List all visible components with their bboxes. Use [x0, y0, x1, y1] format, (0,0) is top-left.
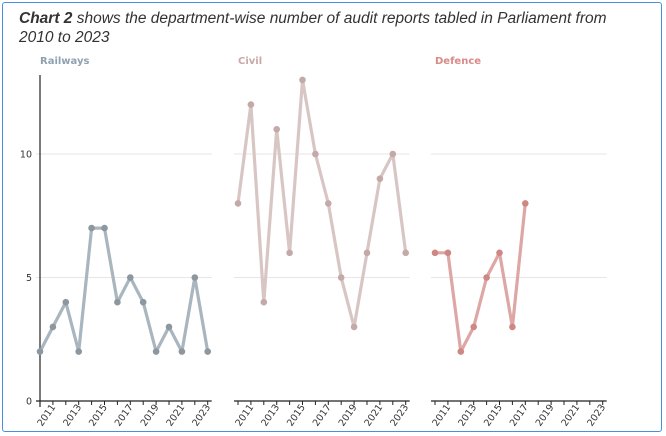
x-tick-label: 2011 — [35, 402, 58, 428]
data-point — [62, 298, 70, 306]
data-point — [178, 348, 186, 355]
data-point — [325, 200, 332, 207]
y-tick-label: 0 — [26, 397, 32, 408]
x-tick-label: 2011 — [233, 402, 256, 428]
x-tick-label: 2019 — [534, 402, 557, 428]
data-point — [88, 224, 95, 232]
x-tick-label: 2013 — [61, 402, 84, 428]
data-point — [376, 175, 384, 182]
x-tick-label: 2015 — [285, 402, 308, 428]
data-point — [286, 249, 293, 257]
panel-title: Defence — [435, 56, 481, 67]
x-tick-label: 2019 — [337, 402, 360, 428]
x-tick-label: 2015 — [87, 402, 110, 428]
x-tick-label: 2013 — [456, 402, 479, 428]
data-point — [483, 274, 490, 281]
data-point — [509, 323, 516, 331]
data-point — [247, 101, 255, 108]
data-point — [49, 323, 57, 331]
data-point — [522, 200, 529, 207]
data-point — [470, 323, 478, 331]
x-tick-label: 2017 — [508, 402, 531, 428]
x-tick-label: 2021 — [362, 402, 385, 428]
x-tick-label: 2017 — [311, 402, 334, 428]
x-tick-label: 2015 — [482, 402, 505, 428]
y-tick-label: 5 — [26, 273, 32, 284]
x-tick-label: 2017 — [113, 402, 136, 428]
data-point — [496, 249, 503, 257]
data-point — [127, 274, 134, 281]
chart-title-bold: Chart 2 — [19, 10, 73, 27]
data-point — [457, 348, 465, 355]
x-tick-label: 2013 — [259, 402, 282, 428]
data-point — [444, 249, 452, 257]
chart-title-rest: shows the department-wise number of audi… — [19, 10, 607, 46]
x-tick-label: 2021 — [164, 402, 187, 428]
data-point — [402, 249, 410, 257]
data-point — [431, 249, 439, 257]
data-point — [152, 348, 160, 355]
data-point — [101, 224, 108, 232]
x-tick-label: 2019 — [139, 402, 162, 428]
chart-title: Chart 2 shows the department-wise number… — [19, 9, 639, 47]
data-point — [139, 298, 147, 306]
data-point — [114, 298, 121, 306]
data-point — [36, 348, 44, 355]
data-point — [204, 348, 211, 355]
panel-title: Railways — [40, 56, 90, 67]
x-tick-label: 2023 — [190, 402, 213, 428]
data-point — [260, 298, 268, 306]
series-line — [433, 201, 527, 354]
x-tick-label: 2023 — [585, 402, 608, 428]
data-point — [165, 323, 173, 331]
data-point — [75, 348, 82, 355]
x-tick-label: 2011 — [430, 402, 453, 428]
data-point — [234, 200, 242, 207]
data-point — [312, 150, 319, 158]
x-tick-label: 2021 — [559, 402, 582, 428]
data-point — [191, 274, 199, 281]
data-point — [363, 249, 371, 257]
data-point — [389, 150, 397, 158]
series-line — [38, 226, 210, 354]
series-line — [236, 78, 408, 329]
data-point — [337, 274, 345, 281]
data-point — [273, 126, 281, 133]
panel-title: Civil — [238, 56, 262, 67]
data-point — [299, 76, 306, 84]
y-tick-label: 10 — [20, 150, 32, 161]
data-point — [350, 323, 358, 331]
x-tick-label: 2023 — [388, 402, 411, 428]
